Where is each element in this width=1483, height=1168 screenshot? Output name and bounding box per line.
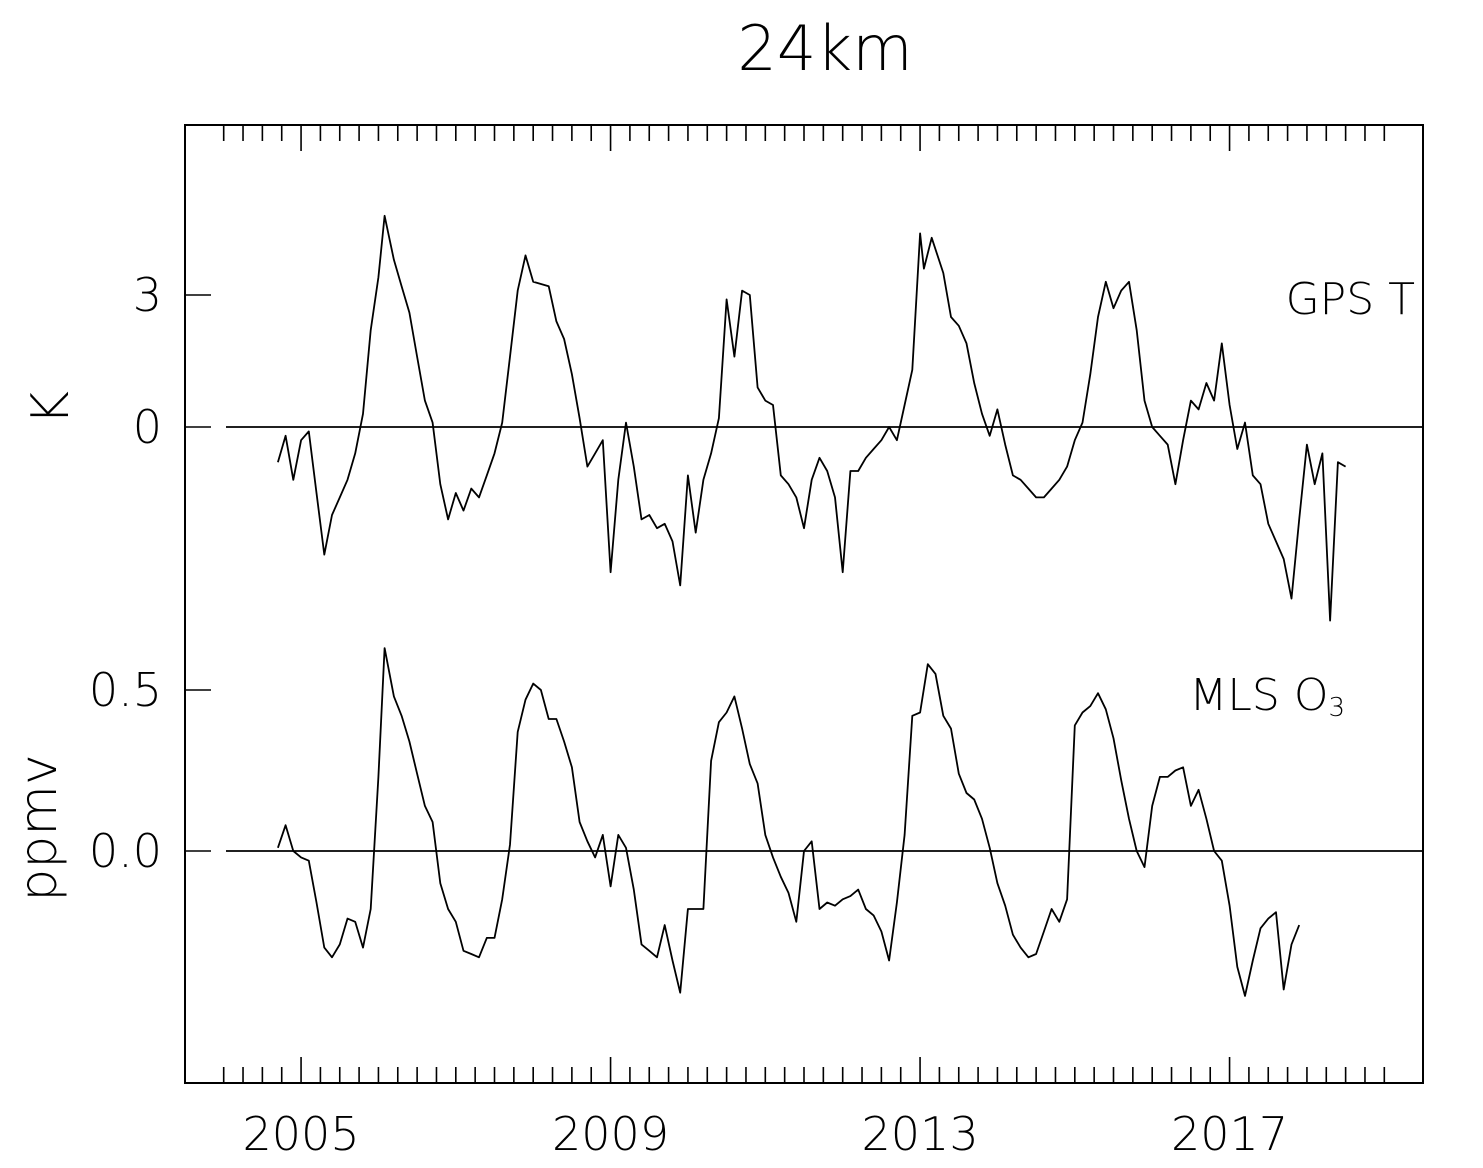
x-axis-ticks-top — [222, 125, 1386, 151]
panel-ozone: 0.5 0.0 ppmv MLS O3 — [9, 647, 1423, 997]
x-tick-label: 2009 — [552, 1107, 669, 1161]
x-tick-label: 2005 — [243, 1107, 360, 1161]
series-line — [277, 214, 1347, 622]
y-tick-label: 0.0 — [89, 824, 162, 878]
y-tick-label: 3 — [133, 268, 162, 322]
y-axis-label: K — [21, 391, 81, 425]
x-axis-tick-labels: 2005 2009 2013 2017 — [243, 1107, 1289, 1161]
panel-temperature: 3 0 K GPS T — [21, 214, 1423, 622]
x-axis-ticks-bottom — [222, 1057, 1386, 1083]
y-tick-label: 0.5 — [89, 663, 162, 717]
x-tick-label: 2013 — [862, 1107, 979, 1161]
x-tick-label: 2017 — [1171, 1107, 1288, 1161]
plot-frame — [184, 124, 1424, 1084]
y-tick-label: 0 — [133, 400, 162, 454]
series-label: GPS T — [1286, 274, 1415, 325]
series-label: MLS O3 — [1189, 670, 1345, 723]
y-axis-label: ppmv — [9, 754, 69, 901]
chart-title: 24km — [737, 12, 912, 85]
series-line — [277, 647, 1301, 997]
chart-panels: 3 0 K GPS T 0.5 0.0 ppmv MLS O3 — [9, 214, 1423, 997]
